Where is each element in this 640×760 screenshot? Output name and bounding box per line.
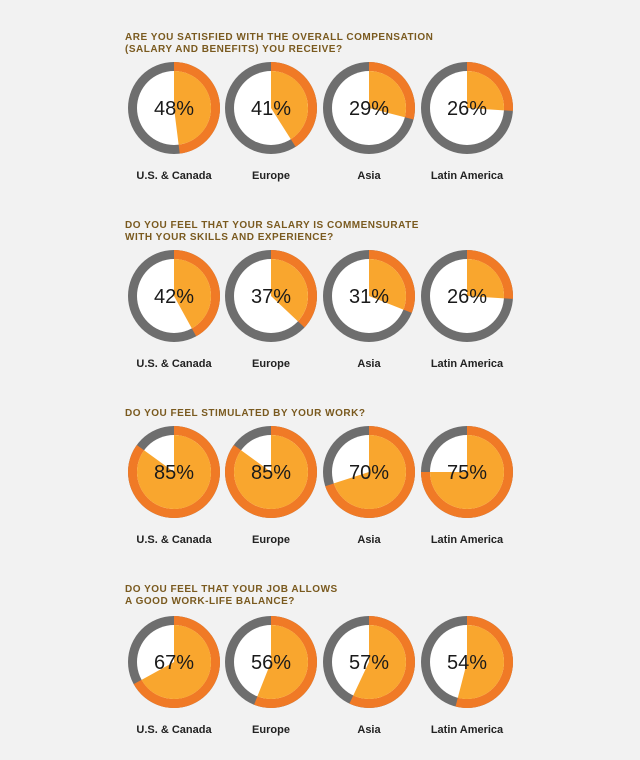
- percentage-label: 42%: [154, 286, 194, 308]
- percentage-label: 85%: [154, 462, 194, 484]
- question-text: DO YOU FEEL THAT YOUR JOB ALLOWS A GOOD W…: [125, 584, 338, 607]
- region-label: U.S. & Canada: [136, 534, 212, 546]
- donut-svg: 67%: [128, 616, 220, 708]
- donut-chart: 67%: [124, 616, 224, 708]
- region-label: Latin America: [430, 358, 504, 370]
- donut-svg: 85%: [128, 426, 220, 518]
- donut-svg: 54%: [421, 616, 513, 708]
- donut-svg: 85%: [225, 426, 317, 518]
- inner-value-slice: [353, 625, 407, 699]
- donut-chart: 85%: [221, 426, 321, 518]
- inner-value-slice: [467, 71, 505, 111]
- inner-value-slice: [174, 71, 212, 145]
- percentage-label: 56%: [251, 652, 291, 674]
- donut-svg: 26%: [421, 62, 513, 154]
- region-label: U.S. & Canada: [136, 170, 212, 182]
- donut-svg: 29%: [323, 62, 415, 154]
- question-text: DO YOU FEEL THAT YOUR SALARY IS COMMENSU…: [125, 220, 419, 243]
- donut-chart: 85%: [124, 426, 224, 518]
- donut-svg: 31%: [323, 250, 415, 342]
- inner-value-slice: [234, 435, 309, 509]
- percentage-label: 57%: [349, 652, 389, 674]
- percentage-label: 75%: [447, 462, 487, 484]
- inner-value-slice: [174, 259, 211, 329]
- question-title: DO YOU FEEL THAT YOUR JOB ALLOWS A GOOD W…: [125, 584, 485, 608]
- question-title: DO YOU FEEL THAT YOUR SALARY IS COMMENSU…: [125, 220, 485, 244]
- donut-svg: 75%: [421, 426, 513, 518]
- donut-chart: 26%: [417, 62, 517, 154]
- donut-svg: 70%: [323, 426, 415, 518]
- percentage-label: 48%: [154, 98, 194, 120]
- percentage-label: 67%: [154, 652, 194, 674]
- donut-chart: 26%: [417, 250, 517, 342]
- inner-value-slice: [271, 259, 308, 322]
- percentage-label: 37%: [251, 286, 291, 308]
- inner-value-slice: [333, 435, 407, 509]
- donut-chart: 54%: [417, 616, 517, 708]
- region-label: Asia: [357, 534, 381, 546]
- inner-value-slice: [271, 71, 309, 140]
- donut-chart: 42%: [124, 250, 224, 342]
- percentage-label: 29%: [349, 98, 389, 120]
- donut-svg: 42%: [128, 250, 220, 342]
- percentage-label: 54%: [447, 652, 487, 674]
- donut-chart: 75%: [417, 426, 517, 518]
- percentage-label: 85%: [251, 462, 291, 484]
- donut-svg: 48%: [128, 62, 220, 154]
- percentage-label: 31%: [349, 286, 389, 308]
- inner-value-slice: [257, 625, 309, 699]
- percentage-label: 41%: [251, 98, 291, 120]
- percentage-label: 26%: [447, 286, 487, 308]
- donut-chart: 48%: [124, 62, 224, 154]
- question-text: ARE YOU SATISFIED WITH THE OVERALL COMPE…: [125, 32, 434, 55]
- donut-chart: 41%: [221, 62, 321, 154]
- region-label: Asia: [357, 724, 381, 736]
- donut-chart: 37%: [221, 250, 321, 342]
- region-label: Europe: [252, 170, 290, 182]
- region-label: Europe: [252, 724, 290, 736]
- inner-value-slice: [369, 71, 407, 118]
- donut-svg: 56%: [225, 616, 317, 708]
- region-label: U.S. & Canada: [136, 358, 212, 370]
- inner-value-slice: [467, 259, 505, 299]
- region-label: Asia: [357, 170, 381, 182]
- donut-svg: 41%: [225, 62, 317, 154]
- question-text: DO YOU FEEL STIMULATED BY YOUR WORK?: [125, 408, 366, 419]
- question-title: DO YOU FEEL STIMULATED BY YOUR WORK?: [125, 408, 485, 420]
- region-label: Asia: [357, 358, 381, 370]
- donut-svg: 57%: [323, 616, 415, 708]
- donut-chart: 31%: [319, 250, 419, 342]
- region-label: Europe: [252, 534, 290, 546]
- donut-svg: 26%: [421, 250, 513, 342]
- inner-value-slice: [369, 259, 406, 310]
- region-label: Europe: [252, 358, 290, 370]
- inner-value-slice: [141, 625, 212, 699]
- region-label: Latin America: [430, 534, 504, 546]
- donut-chart: 70%: [319, 426, 419, 518]
- percentage-label: 70%: [349, 462, 389, 484]
- inner-value-slice: [457, 625, 504, 699]
- percentage-label: 26%: [447, 98, 487, 120]
- inner-value-slice: [430, 435, 504, 509]
- donut-chart: 29%: [319, 62, 419, 154]
- inner-value-slice: [137, 435, 212, 509]
- donut-svg: 37%: [225, 250, 317, 342]
- region-label: Latin America: [430, 170, 504, 182]
- region-label: Latin America: [430, 724, 504, 736]
- region-label: U.S. & Canada: [136, 724, 212, 736]
- question-title: ARE YOU SATISFIED WITH THE OVERALL COMPE…: [125, 32, 485, 56]
- donut-chart: 56%: [221, 616, 321, 708]
- donut-chart: 57%: [319, 616, 419, 708]
